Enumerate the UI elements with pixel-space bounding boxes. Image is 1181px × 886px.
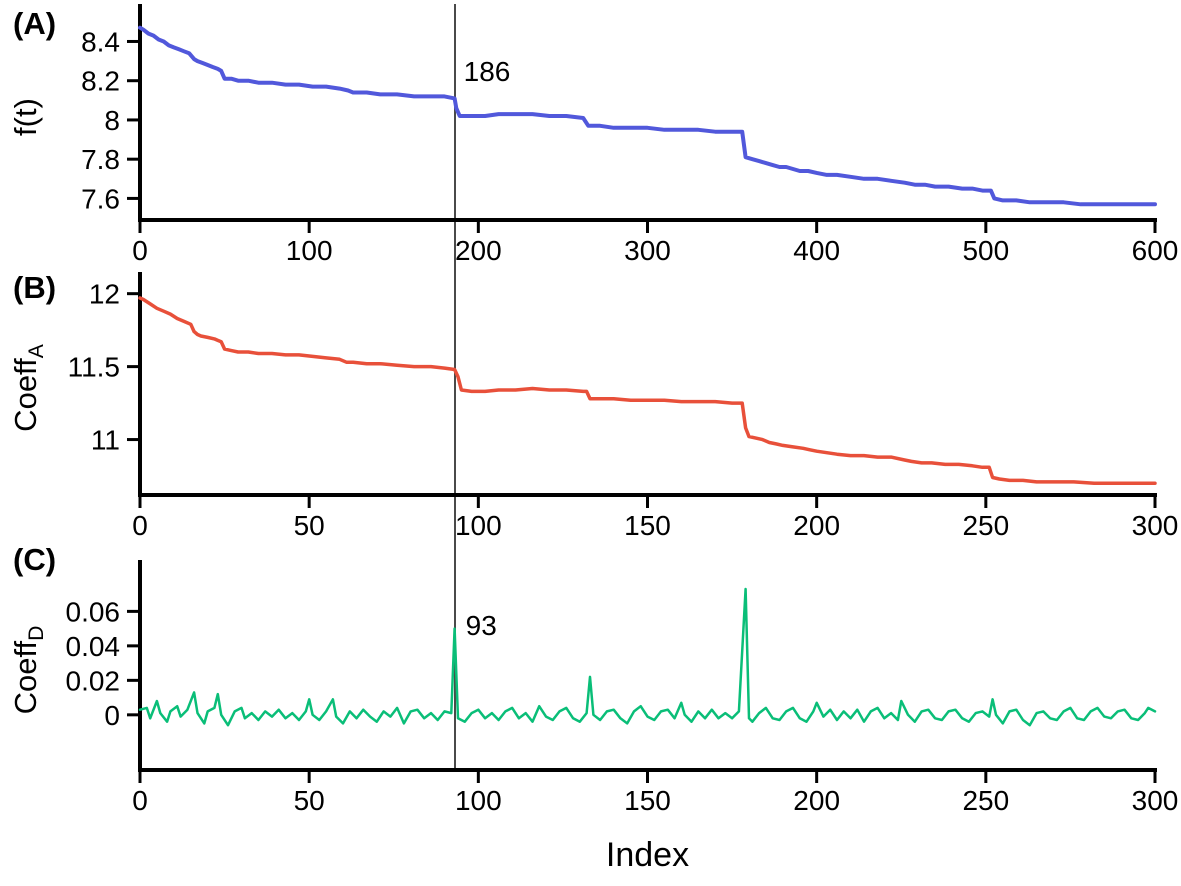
y-tick-label: 7.8: [81, 144, 120, 175]
y-tick-label: 7.6: [81, 183, 120, 214]
tick-marks: [127, 39, 1157, 233]
axes: [138, 560, 1157, 772]
y-tick-label: 0: [104, 700, 120, 731]
panel-a-ylabel: f(t): [8, 98, 43, 136]
panel-b-ylabel: CoeffA: [6, 278, 49, 498]
panel-b-tag: (B): [13, 270, 57, 305]
panel-b-ylabel-sub: A: [25, 344, 49, 359]
x-tick-label: 50: [294, 785, 325, 816]
y-tick-label: 12: [89, 279, 120, 310]
panel-c-plot: 0 0.020.04 0.06 0 50 100 150 200 250 300: [66, 560, 1179, 816]
series-line: [138, 587, 1157, 727]
x-tick-label: 150: [624, 785, 671, 816]
series-line: [138, 296, 1157, 486]
y-tick-label: 8.4: [81, 26, 120, 57]
x-tick-label: 0: [132, 785, 148, 816]
x-tick-label: 0: [132, 235, 148, 262]
panel-b-ylabel-main: Coeff: [8, 358, 43, 432]
x-tick-label: 100: [455, 510, 502, 540]
axes: [138, 272, 1157, 497]
panel-c-ylabel-main: Coeff: [8, 640, 43, 715]
y-tick-label: 0.02: [66, 665, 121, 696]
x-tick-label: 100: [286, 235, 333, 262]
tick-labels: 0 0.020.04 0.06 0 50 100 150 200 250 300: [66, 596, 1179, 816]
x-tick-label: 300: [1132, 510, 1179, 540]
panel-a-plot: 7.6 7.8 8 8.2 8.4 0 100 200 300 400 500 600: [81, 4, 1178, 262]
x-tick-label: 100: [455, 785, 502, 816]
changepoint-label-a: 186: [463, 56, 511, 87]
x-axis-title: Index: [605, 836, 690, 874]
x-tick-label: 300: [1132, 785, 1179, 816]
y-tick-label: 0.06: [66, 596, 121, 627]
tick-labels: 11 11.5 12 0 50 100 150 200 250 300: [68, 279, 1179, 540]
y-tick-label: 11.5: [68, 352, 120, 383]
changepoint-vertical-line: [453, 4, 456, 770]
panel-c-ylabel: CoeffD: [6, 560, 49, 780]
y-tick-label: 0.04: [66, 631, 121, 662]
x-tick-label: 200: [455, 235, 502, 262]
panel-b-plot: 11 11.5 12 0 50 100 150 200 250 300: [68, 272, 1179, 540]
series-line: [138, 25, 1157, 207]
x-tick-label: 0: [132, 510, 148, 540]
x-tick-label: 250: [962, 510, 1009, 540]
x-tick-label: 500: [962, 235, 1009, 262]
tick-labels: 7.6 7.8 8 8.2 8.4 0 100 200 300 400 500 600: [81, 26, 1178, 262]
x-tick-label: 250: [962, 785, 1009, 816]
panel-a-tag: (A): [13, 6, 57, 41]
panel-c-tag: (C): [13, 542, 57, 577]
tick-marks: [127, 292, 1157, 508]
x-tick-label: 200: [793, 510, 840, 540]
x-tick-label: 300: [624, 235, 671, 262]
y-tick-label: 8.2: [81, 66, 120, 97]
x-tick-label: 50: [294, 510, 325, 540]
x-tick-label: 200: [793, 785, 840, 816]
panel-c-ylabel-sub: D: [25, 625, 49, 641]
y-tick-label: 8: [104, 105, 120, 136]
tick-marks: [127, 609, 1157, 783]
x-tick-label: 400: [793, 235, 840, 262]
axes: [138, 4, 1157, 222]
changepoint-label-c: 93: [465, 610, 497, 641]
y-tick-label: 11: [91, 425, 120, 456]
x-tick-label: 150: [624, 510, 671, 540]
x-tick-label: 600: [1132, 235, 1179, 262]
